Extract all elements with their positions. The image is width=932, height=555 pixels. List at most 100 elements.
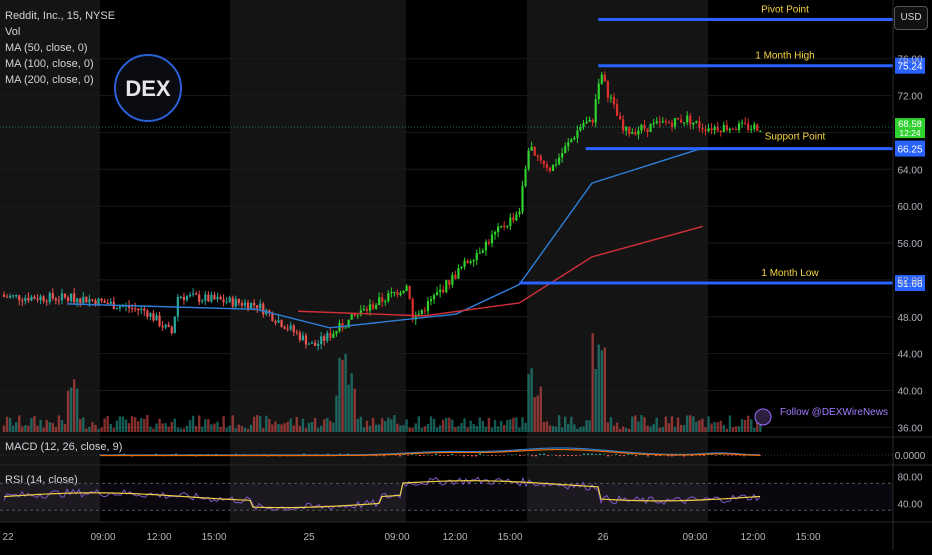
volume-bar (442, 419, 445, 432)
volume-bar (36, 425, 39, 432)
indicator-ma50[interactable]: MA (50, close, 0) (5, 42, 88, 54)
candle-body (286, 328, 289, 330)
candle-body (54, 298, 57, 301)
volume-bar (231, 415, 234, 432)
volume-bar (399, 425, 402, 432)
rsi-tick-label: 40.00 (897, 500, 922, 511)
volume-bar (582, 426, 585, 432)
candle-body (314, 342, 317, 346)
volume-bar (631, 416, 634, 432)
macd-histogram-bar (547, 455, 549, 457)
volume-bar (121, 416, 125, 432)
candle-body (652, 123, 655, 125)
macd-histogram-bar (535, 455, 537, 457)
candle-body (201, 300, 204, 302)
candle-body (643, 125, 646, 129)
candle-body (429, 299, 433, 302)
candle-body (185, 296, 189, 301)
volume-bar (515, 417, 518, 432)
indicator-ma100[interactable]: MA (100, close, 0) (5, 58, 94, 70)
volume-bar (133, 417, 137, 432)
dex-logo: DEX (114, 54, 182, 122)
candle-body (622, 119, 625, 131)
volume-bar (76, 388, 79, 432)
volume-bar (15, 422, 18, 432)
volume-bar (478, 417, 481, 432)
candle-body (182, 296, 186, 301)
macd-histogram-bar (499, 455, 501, 456)
macd-histogram-bar (467, 455, 469, 456)
macd-histogram-bar (235, 453, 237, 455)
candle-body (734, 129, 738, 131)
macd-histogram-bar (527, 454, 529, 455)
volume-bar (716, 422, 719, 432)
volume-bar (585, 420, 588, 432)
level-label: Pivot Point (761, 5, 809, 16)
candle-body (18, 295, 21, 301)
volume-bar (423, 426, 427, 432)
last-price-value: 68.58 (898, 119, 922, 130)
volume-bar (91, 422, 94, 432)
volume-bar (179, 428, 183, 432)
candle-body (591, 119, 594, 123)
volume-bar (112, 428, 115, 432)
macd-histogram-bar (571, 455, 573, 456)
volume-bar (713, 421, 716, 432)
candle-body (646, 128, 649, 132)
candle-body (542, 160, 545, 165)
candle-body (271, 312, 274, 321)
volume-bar (603, 347, 607, 432)
volume-bar (737, 426, 741, 432)
candle-body (127, 305, 131, 309)
candle-body (5, 296, 9, 298)
macd-histogram-bar (431, 455, 433, 456)
volume-bar (637, 421, 640, 432)
candle-body (371, 304, 375, 309)
candle-body (9, 295, 12, 298)
candle-body (524, 168, 527, 187)
candle-body (737, 123, 741, 131)
volume-bar (262, 428, 265, 432)
candle-body (420, 310, 423, 314)
volume-bar (295, 416, 298, 432)
candle-body (97, 298, 100, 306)
candle-body (344, 327, 347, 329)
volume-bar (740, 419, 744, 432)
volume-bar (612, 425, 616, 432)
volume-bar (11, 425, 15, 432)
symbol-title[interactable]: Reddit, Inc., 15, NYSE (5, 10, 116, 22)
macd-histogram-bar (123, 453, 125, 455)
currency-button[interactable]: USD (894, 6, 928, 30)
candle-body (658, 121, 661, 123)
candle-body (701, 127, 704, 130)
candle-body (268, 310, 271, 313)
candle-body (335, 331, 338, 334)
candle-body (310, 342, 314, 344)
volume-bar (191, 415, 195, 432)
volume-bar (268, 419, 271, 432)
volume-bar (646, 425, 649, 432)
rsi-label: RSI (14, close) (5, 474, 78, 486)
macd-histogram-bar (539, 453, 541, 455)
volume-bar (249, 424, 253, 432)
candle-body (66, 297, 70, 301)
volume-bar (350, 373, 353, 432)
rsi-line (3, 476, 761, 512)
macd-histogram-bar (743, 455, 745, 457)
volume-bar (310, 422, 314, 432)
volume-bar (377, 424, 381, 432)
indicator-vol[interactable]: Vol (5, 26, 21, 38)
volume-bar (640, 415, 643, 432)
candle-body (350, 314, 353, 320)
candle-body (649, 123, 652, 132)
volume-bar (289, 418, 292, 432)
macd-histogram-bar (443, 455, 445, 456)
candle-body (396, 291, 399, 295)
price-tick-label: 44.00 (897, 350, 922, 361)
indicator-ma200[interactable]: MA (200, close, 0) (5, 74, 94, 86)
volume-bar (2, 425, 6, 432)
macd-histogram-bar (627, 454, 629, 455)
candle-body (710, 128, 713, 131)
candle-body (45, 301, 48, 303)
